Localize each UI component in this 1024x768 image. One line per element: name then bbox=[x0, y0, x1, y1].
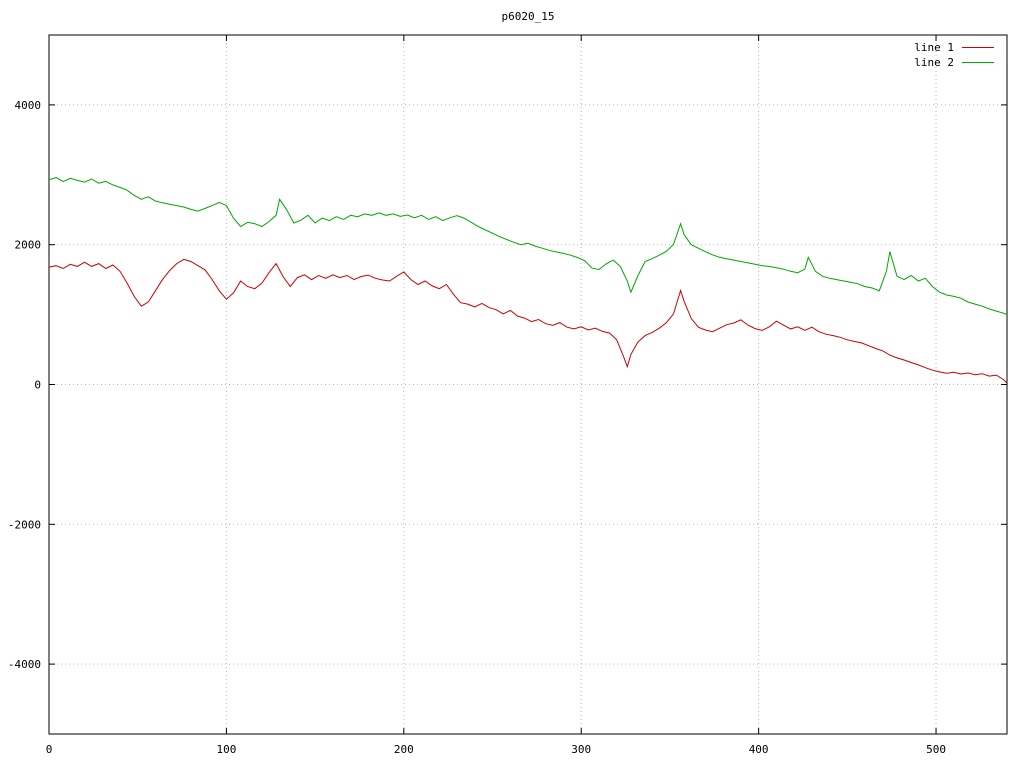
x-tick-label: 400 bbox=[749, 743, 769, 756]
legend-label-line2: line 2 bbox=[914, 56, 954, 69]
x-tick-label: 500 bbox=[926, 743, 946, 756]
legend-line-sample-line2 bbox=[962, 62, 994, 63]
y-tick-label: 4000 bbox=[15, 99, 42, 112]
y-tick-label: 2000 bbox=[15, 239, 42, 252]
series-line-1 bbox=[48, 258, 1008, 384]
y-tick-label: -2000 bbox=[8, 518, 41, 531]
legend-label-line1: line 1 bbox=[914, 41, 954, 54]
plot-border bbox=[48, 34, 1008, 735]
legend-item-line1: line 1 bbox=[914, 41, 994, 54]
chart-title: p6020_15 bbox=[501, 10, 555, 23]
series-line-2 bbox=[48, 177, 1008, 316]
y-tick-label: -4000 bbox=[8, 658, 41, 671]
x-tick-label: 200 bbox=[394, 743, 414, 756]
x-tick-label: 100 bbox=[216, 743, 236, 756]
x-tick-label: 300 bbox=[571, 743, 591, 756]
x-tick-label: 0 bbox=[46, 743, 53, 756]
y-tick-label: 0 bbox=[34, 379, 41, 392]
legend-item-line2: line 2 bbox=[914, 56, 994, 69]
legend: line 1 line 2 bbox=[914, 41, 994, 69]
legend-line-sample-line1 bbox=[962, 47, 994, 48]
